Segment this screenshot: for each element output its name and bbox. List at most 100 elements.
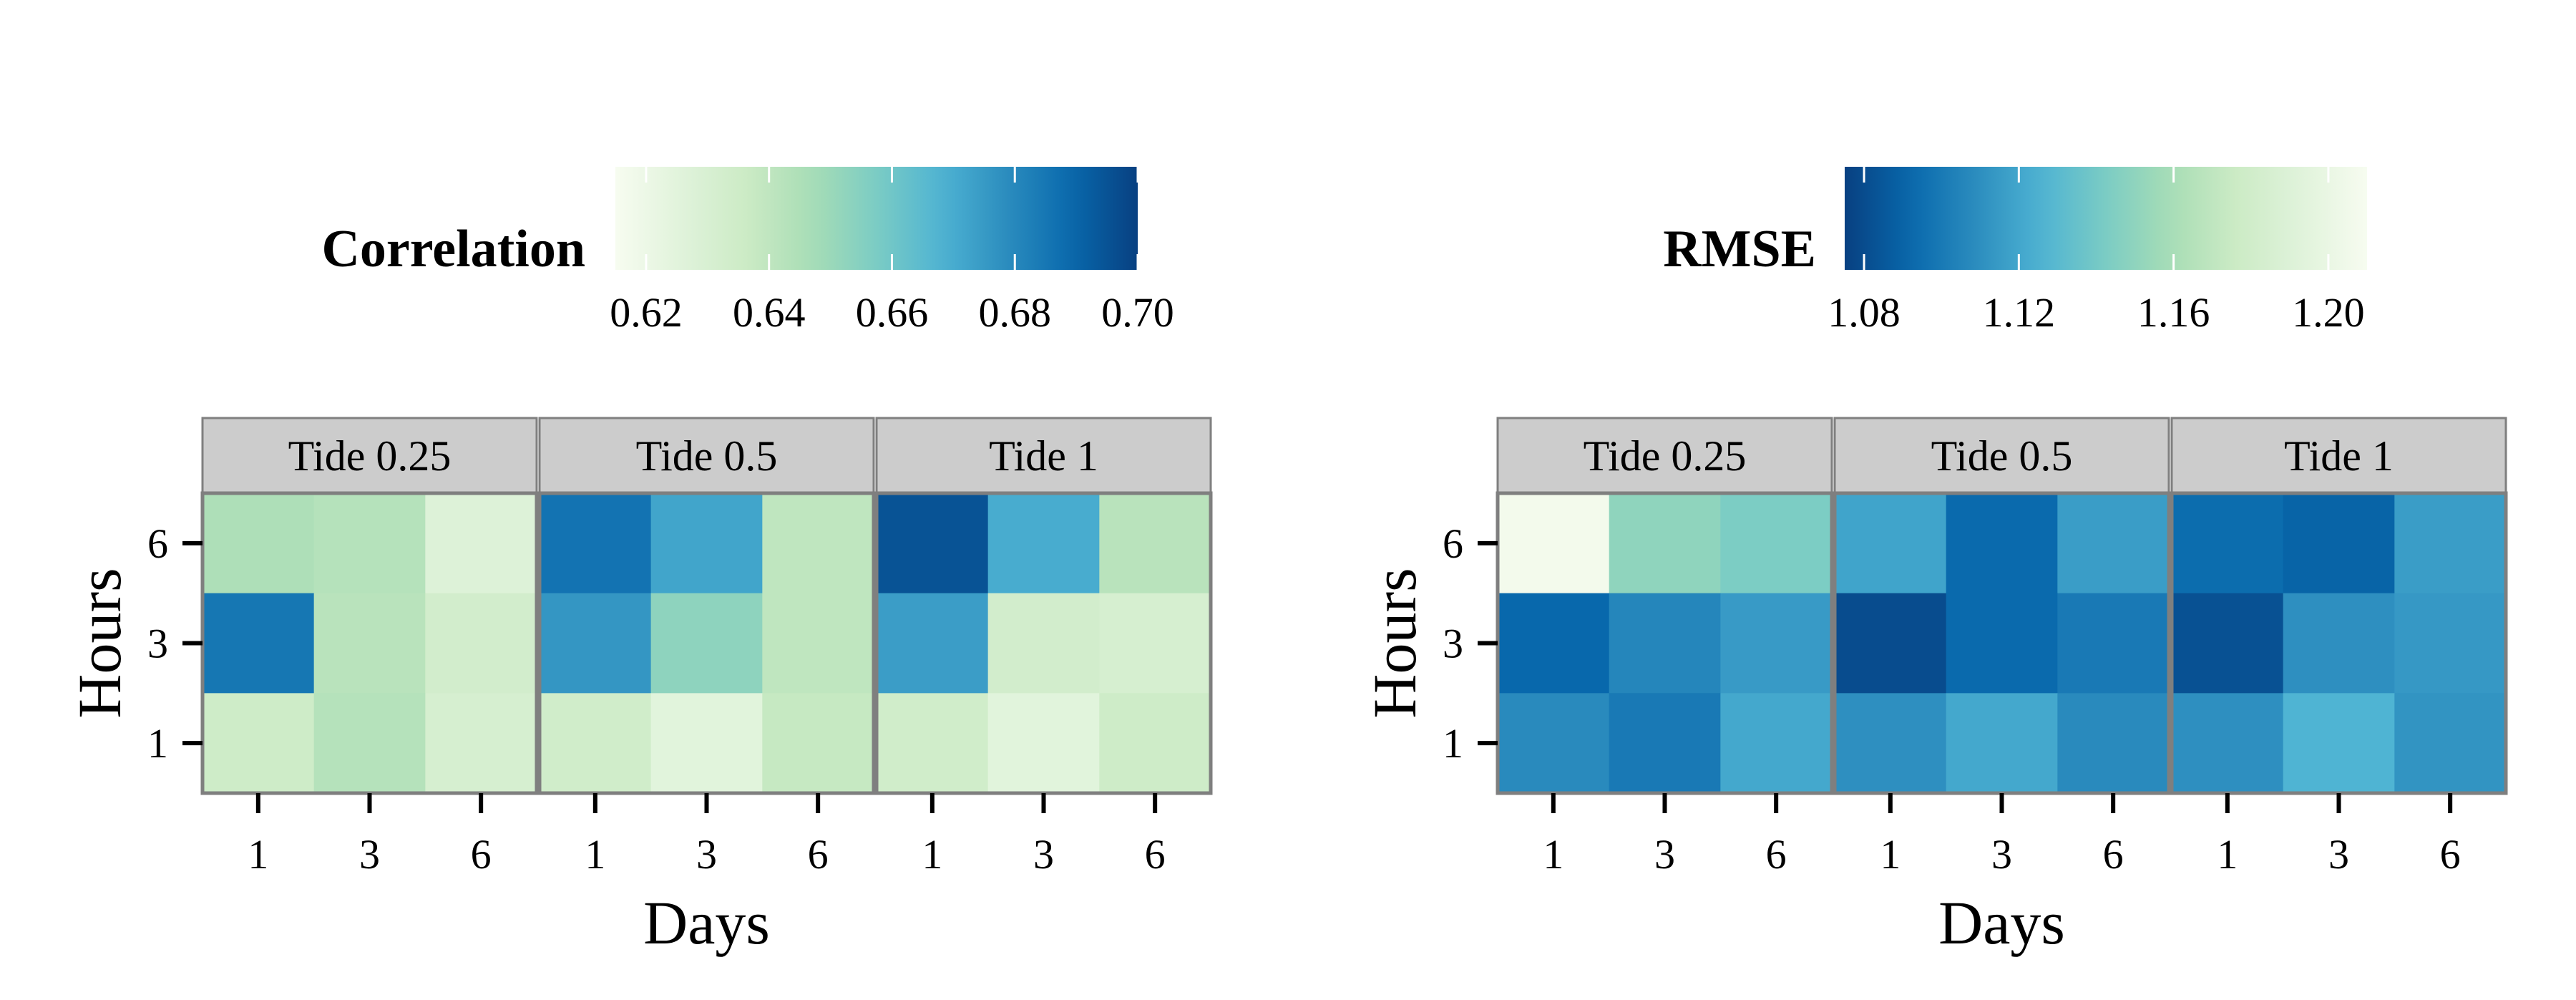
heatmap-cell — [2057, 593, 2170, 694]
legend-colorbar — [1845, 167, 2367, 270]
x-tick-label: 6 — [1145, 831, 1166, 878]
heatmap-cell — [650, 693, 763, 794]
heatmap-cell — [425, 493, 537, 594]
heatmap-cell — [762, 593, 874, 694]
heatmap-cell — [1099, 493, 1211, 594]
heatmap-cell — [425, 593, 537, 694]
x-tick-label: 1 — [922, 831, 942, 878]
heatmap-cell — [1099, 693, 1211, 794]
x-tick-label: 1 — [248, 831, 268, 878]
heatmap-cell — [2172, 593, 2284, 694]
legend-tick-label: 0.68 — [978, 289, 1051, 336]
heatmap-cell — [313, 493, 426, 594]
x-tick-label: 3 — [1654, 831, 1675, 878]
heatmap-cell — [2394, 493, 2507, 594]
x-tick-label: 6 — [2440, 831, 2461, 878]
y-tick-label: 3 — [1443, 621, 1463, 667]
heatmap-cell — [987, 493, 1100, 594]
heatmap-cell — [1498, 693, 1610, 794]
x-tick-label: 6 — [2103, 831, 2124, 878]
legend-title: Correlation — [321, 220, 585, 278]
facet-strip-label: Tide 0.25 — [288, 432, 452, 480]
x-tick-label: 3 — [1033, 831, 1054, 878]
x-tick-label: 1 — [1880, 831, 1901, 878]
heatmap-cell — [1720, 493, 1833, 594]
y-tick-label: 1 — [1443, 720, 1463, 767]
x-tick-label: 1 — [585, 831, 605, 878]
legend-title: RMSE — [1663, 220, 1816, 278]
heatmap-cell — [313, 593, 426, 694]
correlation-heatmap: 0.62 0.64 0.66 0.68 0.70 Correlation Tide 0.25… — [65, 167, 1213, 957]
legend-tick-label: 1.16 — [2137, 289, 2210, 336]
y-tick-label: 3 — [147, 621, 168, 667]
facet-strip-label: Tide 0.25 — [1584, 432, 1747, 480]
facet-strip-label: Tide 1 — [989, 432, 1098, 480]
heatmap-cell — [2057, 693, 2170, 794]
heatmap-cell — [1498, 593, 1610, 694]
y-tick-label: 1 — [147, 720, 168, 767]
y-axis-label: Hours — [65, 568, 134, 718]
legend-tick-label: 0.62 — [610, 289, 683, 336]
heatmap-cell — [203, 593, 315, 694]
heatmap-cell — [2283, 693, 2395, 794]
legend-tick-label: 0.66 — [856, 289, 929, 336]
heatmap-cell — [203, 493, 315, 594]
heatmap-cell — [2394, 693, 2507, 794]
heatmap-cell — [2057, 493, 2170, 594]
heatmap-cell — [987, 693, 1100, 794]
legend-tick-label: 1.08 — [1828, 289, 1901, 336]
x-tick-label: 6 — [471, 831, 492, 878]
facet-strip — [2170, 417, 2507, 495]
facet-strip-label: Tide 0.5 — [636, 432, 778, 480]
heatmap-cell — [762, 693, 874, 794]
x-tick-label: 6 — [1766, 831, 1787, 878]
heatmap-cell — [1946, 593, 2058, 694]
y-axis-label: Hours — [1360, 568, 1429, 718]
heatmap-cell — [877, 693, 989, 794]
heatmap-cell — [540, 693, 652, 794]
heatmap-cell — [1609, 693, 1721, 794]
heatmap-cell — [1609, 593, 1721, 694]
heatmap-cell — [1498, 493, 1610, 594]
heatmap-cell — [1835, 693, 1947, 794]
y-tick-label: 6 — [1443, 520, 1463, 567]
x-axis-label: Days — [643, 888, 770, 957]
facet-strip — [1496, 417, 1833, 495]
y-tick-label: 6 — [147, 520, 168, 567]
x-tick-label: 3 — [2328, 831, 2349, 878]
heatmap-cell — [1946, 693, 2058, 794]
heatmap-cell — [540, 493, 652, 594]
x-tick-label: 1 — [1543, 831, 1563, 878]
x-axis-label: Days — [1938, 888, 2065, 957]
heatmap-cell — [203, 693, 315, 794]
rmse-heatmap: 1.08 1.12 1.16 1.20 RMSE Tide 0.25 1 3 6 Tide 0.5… — [1360, 167, 2508, 957]
x-tick-label: 3 — [359, 831, 380, 878]
heatmap-cell — [2283, 593, 2395, 694]
heatmap-cell — [762, 493, 874, 594]
heatmap-cell — [2394, 593, 2507, 694]
legend-colorbar — [615, 167, 1138, 270]
facet-strip — [875, 417, 1212, 495]
heatmap-cell — [540, 593, 652, 694]
facet-strip — [1833, 417, 2170, 495]
facet-strip-label: Tide 0.5 — [1931, 432, 2073, 480]
heatmap-cell — [425, 693, 537, 794]
heatmap-cell — [2172, 493, 2284, 594]
heatmap-cell — [1946, 493, 2058, 594]
heatmap-cell — [1609, 493, 1721, 594]
heatmap-cell — [1099, 593, 1211, 694]
heatmap-cell — [1835, 493, 1947, 594]
heatmap-cell — [877, 593, 989, 694]
facet-strip-label: Tide 1 — [2284, 432, 2394, 480]
heatmap-cell — [650, 593, 763, 694]
x-tick-label: 1 — [2217, 831, 2238, 878]
x-tick-label: 6 — [808, 831, 829, 878]
x-tick-label: 3 — [1991, 831, 2012, 878]
legend-tick-label: 1.12 — [1983, 289, 2056, 336]
heatmap-cell — [2172, 693, 2284, 794]
facet-strip — [201, 417, 538, 495]
heatmap-cell — [2283, 493, 2395, 594]
legend-tick-label: 0.64 — [733, 289, 806, 336]
